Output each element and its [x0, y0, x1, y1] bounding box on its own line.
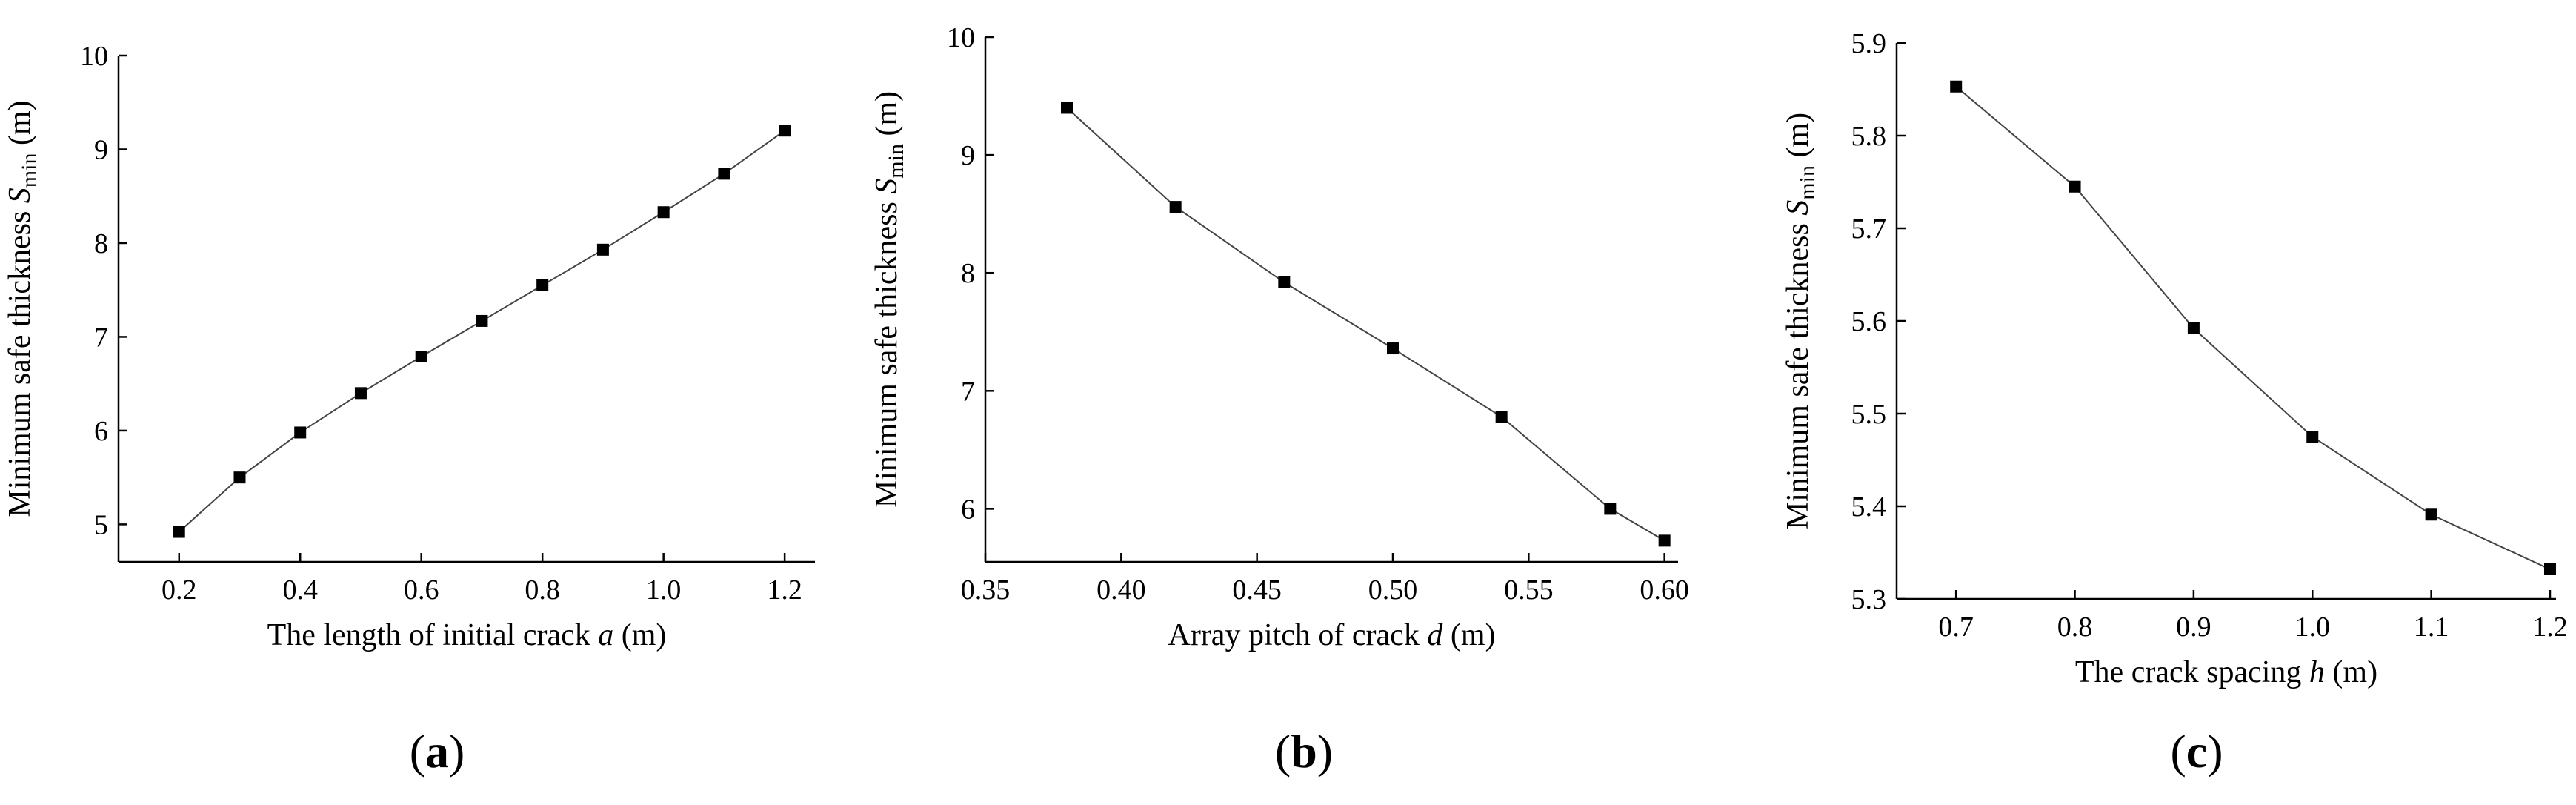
data-point-c	[1950, 80, 1963, 93]
series-line-a	[179, 130, 785, 533]
x-tick-label-c: 0.9	[2176, 612, 2211, 643]
y-axis-title-c: Minimum safe thickness Smin (m)	[1781, 113, 1820, 529]
y-tick-label-c: 5.3	[1851, 584, 1887, 615]
panel-label-a: (a)	[410, 725, 465, 778]
y-tick-label-c: 5.9	[1851, 28, 1887, 59]
data-point-a	[415, 351, 427, 363]
data-point-c	[2425, 508, 2437, 521]
data-point-a	[718, 168, 730, 180]
panel-label-c: (c)	[2170, 725, 2223, 778]
y-tick-label-c: 5.5	[1851, 399, 1887, 430]
y-tick-label-b: 7	[961, 376, 975, 407]
x-tick-label-b: 0.35	[961, 574, 1011, 606]
data-point-b	[1604, 503, 1617, 515]
x-tick-label-b: 0.60	[1640, 574, 1689, 606]
data-point-a	[596, 243, 609, 256]
panel-label-b: (b)	[1275, 725, 1333, 778]
y-tick-label-b: 10	[947, 22, 975, 53]
data-point-a	[476, 314, 488, 327]
data-point-a	[294, 426, 307, 439]
data-point-b	[1061, 102, 1073, 114]
data-point-c	[2306, 431, 2319, 443]
x-tick-label-b: 0.40	[1096, 574, 1146, 606]
x-tick-label-c: 1.0	[2295, 612, 2331, 643]
x-tick-label-a: 1.2	[767, 574, 802, 606]
x-tick-label-a: 0.4	[282, 574, 318, 606]
y-tick-label-b: 8	[961, 258, 975, 289]
x-tick-label-b: 0.50	[1368, 574, 1418, 606]
data-point-b	[1278, 276, 1291, 288]
y-tick-label-a: 5	[94, 509, 108, 540]
data-point-b	[1387, 342, 1399, 355]
y-tick-label-c: 5.8	[1851, 121, 1887, 152]
panel-b: 0.35 0.40 0.45 0.50 0.55 0.60 6 7 8 9 10 Array pitc…	[870, 22, 1689, 652]
x-tick-label-a: 1.0	[646, 574, 682, 606]
y-tick-label-a: 7	[94, 322, 108, 353]
y-tick-label-a: 6	[94, 416, 108, 447]
data-point-c	[2069, 180, 2081, 193]
y-tick-label-b: 6	[961, 494, 975, 525]
x-tick-label-a: 0.2	[162, 574, 197, 606]
x-tick-label-b: 0.55	[1504, 574, 1554, 606]
y-tick-label-a: 10	[80, 41, 108, 72]
y-tick-label-a: 9	[94, 134, 108, 165]
data-point-a	[536, 279, 549, 291]
x-tick-label-c: 1.2	[2532, 612, 2568, 643]
data-point-b	[1495, 411, 1508, 423]
x-tick-label-c: 1.1	[2414, 612, 2449, 643]
panel-a: 0.2 0.4 0.6 0.8 1.0 1.2 5 6 7 8 9 10 The length of i…	[3, 41, 815, 652]
y-axis-title-b: Minimum safe thickness Smin (m)	[870, 91, 908, 508]
data-point-a	[657, 206, 670, 219]
x-tick-label-c: 0.8	[2057, 612, 2093, 643]
x-tick-label-a: 0.8	[525, 574, 560, 606]
series-line-c	[1955, 85, 2551, 570]
y-tick-label-c: 5.4	[1851, 491, 1887, 523]
x-tick-label-a: 0.6	[404, 574, 439, 606]
y-tick-label-b: 9	[961, 140, 975, 171]
series-line-b	[1066, 107, 1665, 542]
y-tick-label-c: 5.6	[1851, 306, 1887, 337]
data-point-a	[779, 125, 791, 137]
data-point-a	[354, 387, 367, 400]
data-point-a	[233, 471, 246, 484]
x-axis-title-b: Array pitch of crack d (m)	[1168, 618, 1496, 652]
x-tick-label-b: 0.45	[1232, 574, 1282, 606]
y-tick-label-c: 5.7	[1851, 213, 1887, 245]
panel-c: 0.7 0.8 0.9 1.0 1.1 1.2 5.3 5.4 5.5 5.6 5.7 5.8 5.9 T…	[1781, 28, 2568, 689]
data-point-c	[2543, 563, 2556, 575]
x-tick-label-c: 0.7	[1938, 612, 1974, 643]
data-point-b	[1169, 201, 1182, 213]
y-tick-label-a: 8	[94, 228, 108, 259]
y-axis-title-a: Minimum safe thickness Smin (m)	[3, 100, 41, 517]
data-point-a	[173, 526, 185, 538]
x-axis-title-a: The length of initial crack a (m)	[267, 618, 667, 652]
data-point-b	[1658, 534, 1671, 547]
x-axis-title-c: The crack spacing h (m)	[2075, 655, 2377, 689]
data-point-c	[2187, 322, 2200, 334]
